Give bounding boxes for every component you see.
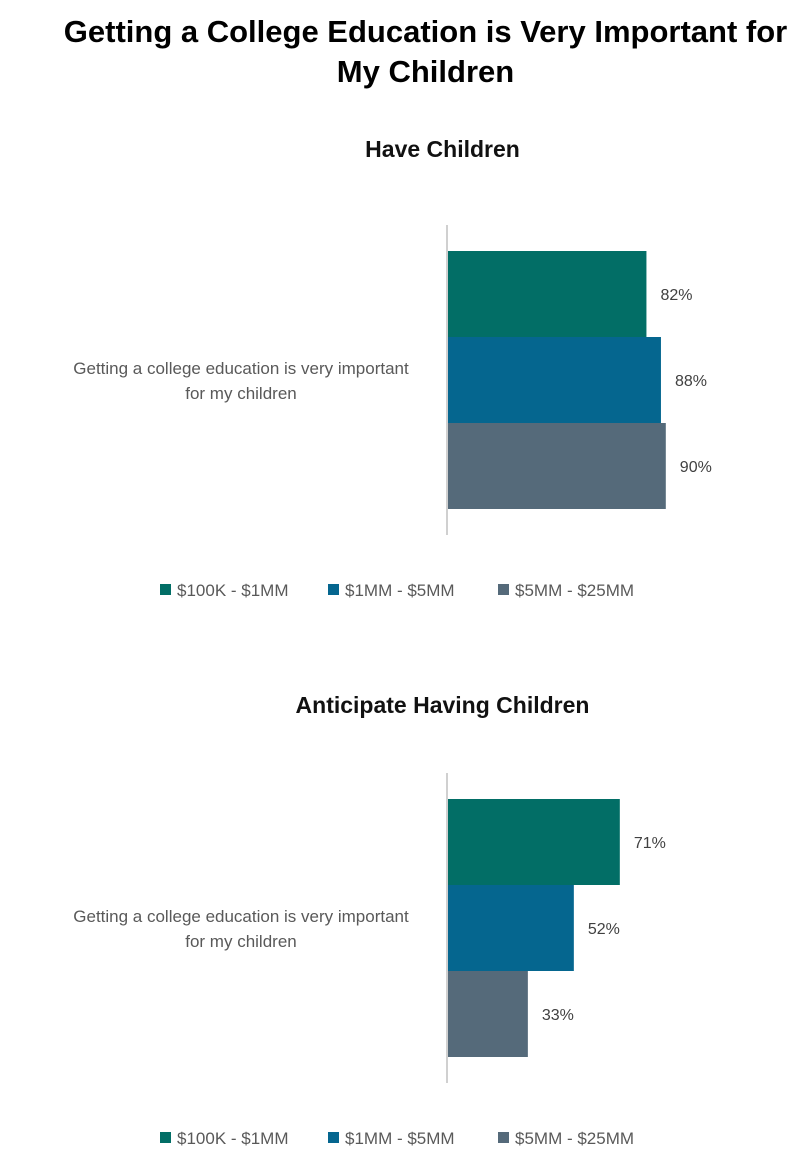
data-label: 33% bbox=[542, 1007, 574, 1024]
legend-swatch bbox=[160, 584, 171, 595]
legend-label: $100K - $1MM bbox=[177, 581, 289, 600]
bar-1mm-5mm bbox=[448, 885, 574, 971]
legend-label: $1MM - $5MM bbox=[345, 1129, 455, 1148]
legend-swatch bbox=[328, 1132, 339, 1143]
legend-label: $1MM - $5MM bbox=[345, 581, 455, 600]
legend-swatch bbox=[160, 1132, 171, 1143]
chart-title-have-children: Have Children bbox=[365, 136, 520, 162]
page-title: Getting a College Education is Very Impo… bbox=[63, 14, 788, 89]
legend-label: $5MM - $25MM bbox=[515, 1129, 634, 1148]
bar-5mm-25mm bbox=[448, 971, 528, 1057]
legend-label: $100K - $1MM bbox=[177, 1129, 289, 1148]
legend-swatch bbox=[498, 1132, 509, 1143]
data-label: 90% bbox=[680, 459, 712, 476]
legend-label: $5MM - $25MM bbox=[515, 581, 634, 600]
legend-swatch bbox=[328, 584, 339, 595]
chart-anticipate-children: Getting a college education is very impo… bbox=[73, 773, 666, 1148]
chart-title-anticipate-children: Anticipate Having Children bbox=[295, 692, 590, 718]
legend-swatch bbox=[498, 584, 509, 595]
chart-have-children: Getting a college education is very impo… bbox=[73, 225, 712, 600]
data-label: 82% bbox=[660, 287, 692, 304]
data-label: 71% bbox=[634, 835, 666, 852]
category-label: Getting a college education is very impo… bbox=[73, 907, 409, 951]
bar-5mm-25mm bbox=[448, 423, 666, 509]
data-label: 88% bbox=[675, 373, 707, 390]
category-label: Getting a college education is very impo… bbox=[73, 359, 409, 403]
bar-1mm-5mm bbox=[448, 337, 661, 423]
bar-100k-1mm bbox=[448, 799, 620, 885]
data-label: 52% bbox=[588, 921, 620, 938]
bar-100k-1mm bbox=[448, 251, 647, 337]
